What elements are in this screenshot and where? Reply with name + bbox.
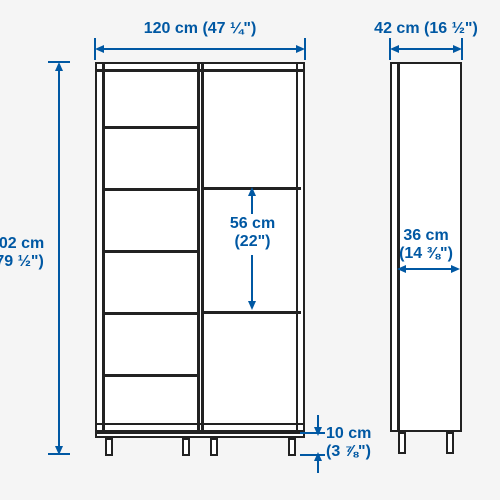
dim-text: 120 cm: [144, 20, 198, 37]
dim-height-front: 202 cm (79 ½"): [0, 235, 60, 272]
leg: [105, 438, 113, 456]
arrow-head: [390, 45, 399, 53]
line: [97, 69, 303, 72]
dim-text: (16 ½"): [424, 20, 478, 37]
line: [97, 423, 303, 426]
arrow-head: [314, 427, 322, 436]
shelf: [102, 188, 200, 191]
dim-depth-side: 42 cm (16 ½"): [370, 20, 482, 38]
shelf: [102, 126, 200, 129]
dim-arrow-width: [100, 48, 300, 50]
line: [201, 64, 204, 430]
dim-text: 36 cm: [390, 227, 462, 245]
arrow-head: [248, 301, 256, 310]
dim-arrow-door: [251, 255, 253, 305]
arrow-head: [95, 45, 104, 53]
dim-text: 42 cm: [374, 20, 419, 37]
leg: [446, 432, 454, 454]
dim-text: (22"): [205, 233, 300, 251]
shelf: [102, 374, 200, 377]
dim-arrow-depth: [395, 48, 457, 50]
dim-text: (79 ½"): [0, 253, 60, 271]
leg: [210, 438, 218, 456]
dim-text: (47 ¼"): [202, 20, 256, 37]
dim-door-height: 56 cm (22"): [205, 215, 300, 252]
shelf: [102, 250, 200, 253]
arrow-head: [453, 45, 462, 53]
leg: [288, 438, 296, 456]
arrow-head: [55, 62, 63, 71]
arrow-head: [314, 452, 322, 461]
diagram-canvas: 120 cm (47 ¼") 202 cm (79 ½"): [0, 0, 500, 500]
dim-text: 202 cm: [0, 235, 60, 253]
dim-leg-height: 10 cm (3 ⅞"): [326, 425, 371, 462]
leg: [398, 432, 406, 454]
dim-text: 56 cm: [205, 215, 300, 233]
dim-inner-depth: 36 cm (14 ⅜"): [390, 227, 462, 264]
dim-text: 10 cm: [326, 425, 371, 443]
arrow-head: [296, 45, 305, 53]
shelf: [102, 312, 200, 315]
door-sep: [203, 311, 301, 314]
arrow-head: [451, 265, 460, 273]
dim-arrow-inner: [402, 268, 455, 270]
arrow-head: [397, 265, 406, 273]
dim-text: (3 ⅞"): [326, 443, 371, 461]
dim-text: (14 ⅜"): [390, 245, 462, 263]
arrow-head: [55, 446, 63, 455]
dim-width-front: 120 cm (47 ¼"): [95, 20, 305, 38]
base-bar: [95, 432, 305, 438]
arrow-head: [248, 187, 256, 196]
leg: [182, 438, 190, 456]
